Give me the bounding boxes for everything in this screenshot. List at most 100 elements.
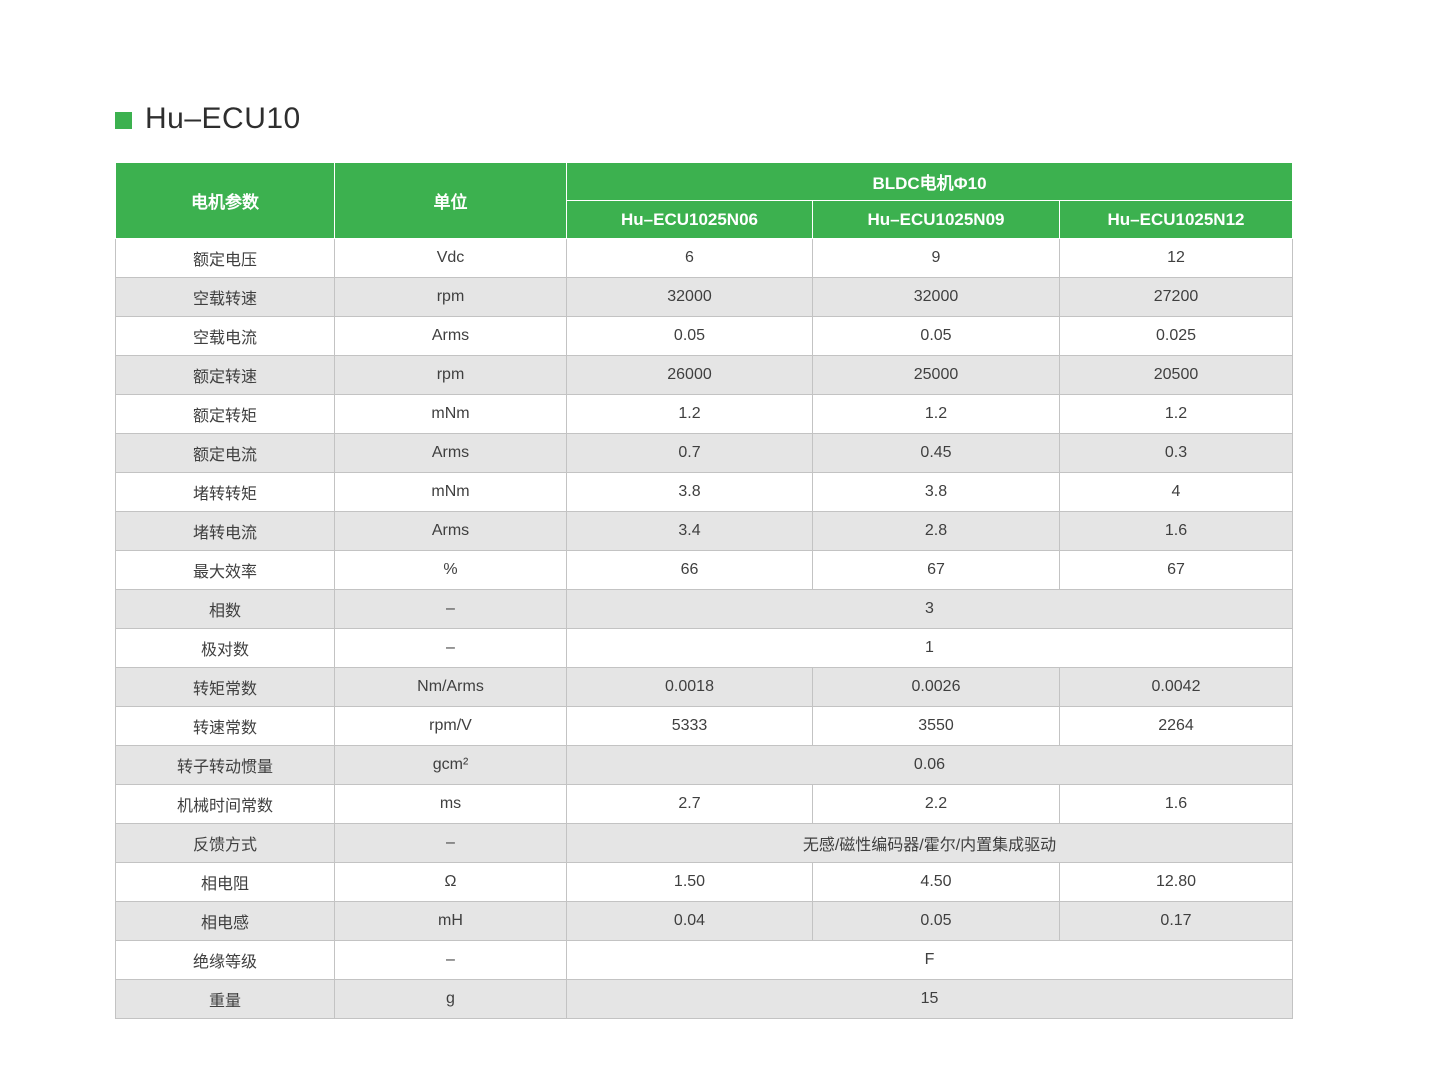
unit-cell: –	[334, 628, 567, 668]
table-row: 机械时间常数 ms 2.7 2.2 1.6	[115, 784, 1293, 824]
unit-column-header: 单位	[334, 162, 567, 239]
unit-cell: gcm²	[334, 745, 567, 785]
unit-cell: mNm	[334, 394, 567, 434]
unit-cell: ms	[334, 784, 567, 824]
value-cell: 1.50	[566, 862, 813, 902]
unit-cell: Arms	[334, 316, 567, 356]
value-cell: 0.3	[1059, 433, 1293, 473]
unit-cell: Arms	[334, 511, 567, 551]
unit-cell: –	[334, 823, 567, 863]
param-cell: 额定转矩	[115, 394, 335, 434]
param-cell: 极对数	[115, 628, 335, 668]
table-row: 极对数 –1	[115, 628, 1293, 668]
value-cell: 0.04	[566, 901, 813, 941]
page-title: Hu–ECU10	[145, 102, 301, 135]
value-cell: 1.6	[1059, 784, 1293, 824]
param-cell: 最大效率	[115, 550, 335, 590]
unit-cell: rpm	[334, 277, 567, 317]
table-row: 额定电流 Arms 0.7 0.45 0.3	[115, 433, 1293, 473]
value-cell: 0.45	[812, 433, 1060, 473]
unit-cell: Arms	[334, 433, 567, 473]
unit-cell: –	[334, 589, 567, 629]
unit-cell: rpm/V	[334, 706, 567, 746]
value-cell: 2.2	[812, 784, 1060, 824]
table-row: 相数 –3	[115, 589, 1293, 629]
param-cell: 相电感	[115, 901, 335, 941]
value-cell: 1.2	[566, 394, 813, 434]
unit-cell: rpm	[334, 355, 567, 395]
param-cell: 额定电流	[115, 433, 335, 473]
value-cell: 15	[566, 979, 1293, 1019]
value-cell: 1	[566, 628, 1293, 668]
value-cell: 9	[812, 238, 1060, 278]
param-cell: 相数	[115, 589, 335, 629]
param-cell: 相电阻	[115, 862, 335, 902]
table-row: 转矩常数 Nm/Arms 0.0018 0.0026 0.0042	[115, 667, 1293, 707]
table-row: 相电感 mH 0.04 0.05 0.17	[115, 901, 1293, 941]
param-cell: 绝缘等级	[115, 940, 335, 980]
motor-group-header: BLDC电机Φ10	[566, 162, 1293, 201]
value-cell: 2264	[1059, 706, 1293, 746]
value-cell: 20500	[1059, 355, 1293, 395]
value-cell: 27200	[1059, 277, 1293, 317]
table-row: 堵转电流 Arms 3.4 2.8 1.6	[115, 511, 1293, 551]
value-cell: 6	[566, 238, 813, 278]
value-cell: 0.17	[1059, 901, 1293, 941]
unit-cell: %	[334, 550, 567, 590]
value-cell: 67	[1059, 550, 1293, 590]
table-row: 额定电压 Vdc 6 9 12	[115, 238, 1293, 278]
table-row: 转子转动惯量 gcm² 0.06	[115, 745, 1293, 785]
value-cell: 0.0018	[566, 667, 813, 707]
unit-cell: –	[334, 940, 567, 980]
spec-table-body: 额定电压 Vdc 6 9 12 空载转速 rpm 32000 32000 27200 空载电流 Arm…	[115, 238, 1293, 1019]
value-cell: 0.06	[566, 745, 1293, 785]
table-row: 转速常数 rpm/V 5333 3550 2264	[115, 706, 1293, 746]
value-cell: 32000	[812, 277, 1060, 317]
value-cell: 0.0042	[1059, 667, 1293, 707]
param-cell: 空载转速	[115, 277, 335, 317]
value-cell: 26000	[566, 355, 813, 395]
table-row: 空载转速 rpm 32000 32000 27200	[115, 277, 1293, 317]
table-row: 额定转速 rpm 26000 25000 20500	[115, 355, 1293, 395]
value-cell: 25000	[812, 355, 1060, 395]
table-row: 空载电流 Arms 0.05 0.05 0.025	[115, 316, 1293, 356]
spec-table-header: 电机参数 单位 BLDC电机Φ10 Hu–ECU1025N06 Hu–ECU10…	[115, 162, 1293, 239]
table-row: 堵转转矩 mNm 3.8 3.8 4	[115, 472, 1293, 512]
param-cell: 反馈方式	[115, 823, 335, 863]
value-cell: 0.025	[1059, 316, 1293, 356]
value-cell: 3.8	[566, 472, 813, 512]
value-cell: 66	[566, 550, 813, 590]
param-cell: 额定转速	[115, 355, 335, 395]
unit-cell: mH	[334, 901, 567, 941]
value-cell: 0.05	[812, 901, 1060, 941]
table-row: 绝缘等级 – F	[115, 940, 1293, 980]
value-cell: 1.2	[1059, 394, 1293, 434]
table-row: 最大效率% 66 67 67	[115, 550, 1293, 590]
value-cell: 0.0026	[812, 667, 1060, 707]
value-cell: 无感/磁性编码器/霍尔/内置集成驱动	[566, 823, 1293, 863]
param-cell: 额定电压	[115, 238, 335, 278]
value-cell: 12.80	[1059, 862, 1293, 902]
param-cell: 转速常数	[115, 706, 335, 746]
param-cell: 重量	[115, 979, 335, 1019]
value-cell: 5333	[566, 706, 813, 746]
param-cell: 堵转转矩	[115, 472, 335, 512]
value-cell: 3550	[812, 706, 1060, 746]
param-cell: 转子转动惯量	[115, 745, 335, 785]
table-row: 反馈方式 – 无感/磁性编码器/霍尔/内置集成驱动	[115, 823, 1293, 863]
model-header-3: Hu–ECU1025N12	[1059, 200, 1293, 239]
param-cell: 机械时间常数	[115, 784, 335, 824]
value-cell: 0.7	[566, 433, 813, 473]
value-cell: 4.50	[812, 862, 1060, 902]
model-header-2: Hu–ECU1025N09	[812, 200, 1060, 239]
param-column-header: 电机参数	[115, 162, 335, 239]
param-cell: 转矩常数	[115, 667, 335, 707]
table-row: 额定转矩 mNm 1.2 1.2 1.2	[115, 394, 1293, 434]
param-cell: 堵转电流	[115, 511, 335, 551]
value-cell: 12	[1059, 238, 1293, 278]
motor-spec-table: 电机参数 单位 BLDC电机Φ10 Hu–ECU1025N06 Hu–ECU10…	[115, 162, 1293, 1019]
value-cell: 2.8	[812, 511, 1060, 551]
value-cell: 3	[566, 589, 1293, 629]
header-model-row: Hu–ECU1025N06 Hu–ECU1025N09 Hu–ECU1025N1…	[116, 200, 1293, 239]
unit-cell: mNm	[334, 472, 567, 512]
